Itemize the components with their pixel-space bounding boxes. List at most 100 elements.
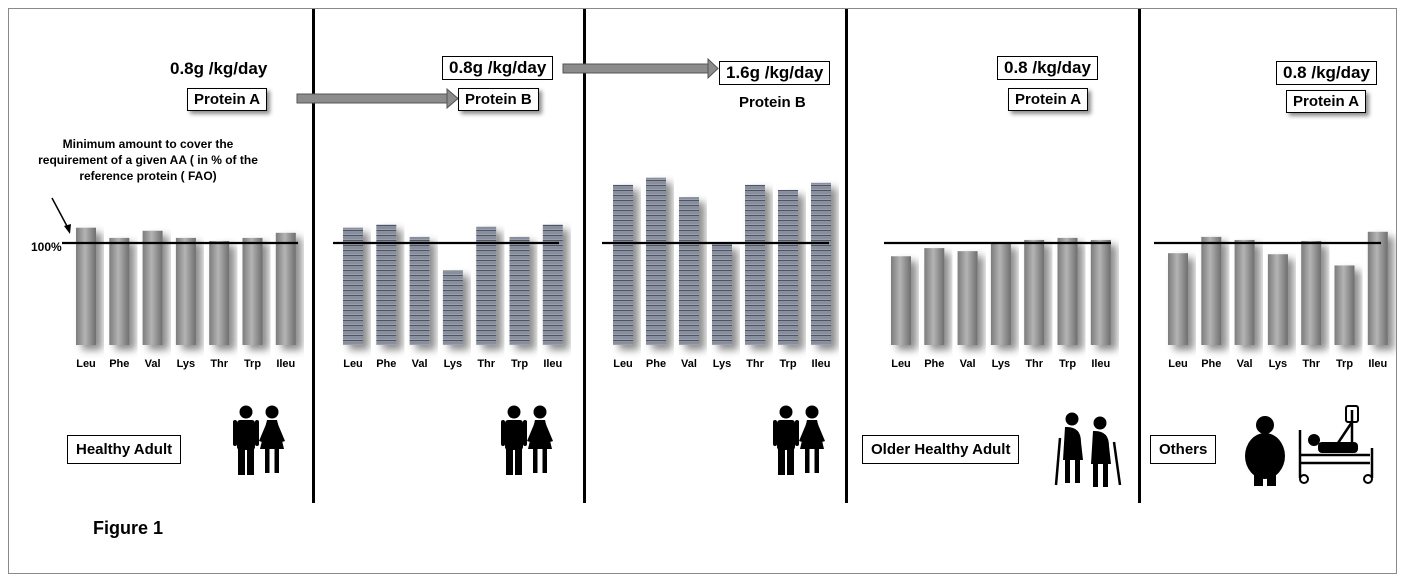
- bar-leu: [76, 227, 96, 345]
- protein-label: Protein B: [739, 94, 806, 111]
- tick-label: Phe: [924, 358, 944, 370]
- tick-label: Thr: [477, 358, 495, 370]
- tick-label: Thr: [1302, 358, 1320, 370]
- tick-label: Val: [145, 358, 161, 370]
- protein-label: Protein A: [1286, 90, 1367, 113]
- bar-lys: [990, 243, 1011, 345]
- tick-label: Val: [412, 358, 428, 370]
- bar-ileu: [1367, 231, 1388, 345]
- bar-trp: [509, 236, 530, 345]
- reference-label: 100%: [31, 240, 62, 254]
- tick-label: Trp: [779, 358, 796, 370]
- protein-label: Protein A: [1008, 88, 1089, 111]
- bar-leu: [343, 227, 363, 345]
- tick-label: Trp: [244, 358, 261, 370]
- dose-label: 1.6g /kg/day: [719, 61, 831, 85]
- bar-ileu: [811, 182, 831, 345]
- figure-label: Figure 1: [93, 518, 164, 538]
- dose-label: 0.8g /kg/day: [170, 59, 268, 78]
- tick-label: Leu: [76, 358, 96, 370]
- bar-phe: [376, 224, 397, 345]
- bar-leu: [891, 256, 911, 345]
- bar-thr: [476, 226, 497, 345]
- tick-label: Leu: [613, 358, 633, 370]
- tick-label: Ileu: [1091, 358, 1110, 370]
- man-and-woman-icon: [773, 405, 825, 475]
- bar-val: [1234, 239, 1255, 345]
- tick-label: Leu: [891, 358, 911, 370]
- tick-label: Trp: [1336, 358, 1353, 370]
- panel-divider: [845, 9, 848, 503]
- bar-val: [142, 230, 163, 345]
- patient-in-hospital-bed-icon: [1298, 405, 1374, 484]
- bar-thr: [209, 240, 230, 345]
- bar-trp: [778, 189, 798, 345]
- bar-ileu: [275, 232, 296, 345]
- dose-label: 0.8 /kg/day: [997, 56, 1098, 80]
- bar-trp: [1057, 237, 1078, 345]
- bar-ileu: [542, 224, 563, 345]
- tick-label: Trp: [511, 358, 528, 370]
- tick-label: Leu: [1168, 358, 1188, 370]
- group-label: Healthy Adult: [67, 435, 182, 464]
- bar-phe: [109, 237, 130, 345]
- bar-trp: [242, 237, 263, 345]
- tick-label: Lys: [444, 358, 463, 370]
- tick-label: Ileu: [276, 358, 295, 370]
- tick-label: Phe: [646, 358, 666, 370]
- bar-val: [409, 236, 430, 345]
- bar-lys: [712, 244, 732, 345]
- tick-label: Lys: [1269, 358, 1288, 370]
- group-label: Older Healthy Adult: [862, 435, 1020, 464]
- bar-lys: [442, 270, 463, 345]
- tick-label: Thr: [746, 358, 764, 370]
- figure-frame: [8, 8, 1397, 574]
- bar-val: [957, 251, 978, 345]
- tick-label: Phe: [1201, 358, 1221, 370]
- tick-label: Val: [960, 358, 976, 370]
- panel-divider: [312, 9, 315, 503]
- tick-label: Thr: [1025, 358, 1043, 370]
- elderly-couple-with-canes-icon: [1054, 412, 1122, 487]
- bar-lys: [175, 237, 196, 345]
- bar-thr: [745, 184, 765, 345]
- bar-leu: [613, 184, 633, 345]
- tick-label: Lys: [177, 358, 196, 370]
- flow-arrow: [296, 87, 459, 110]
- tick-label: Ileu: [543, 358, 562, 370]
- panel-divider: [1138, 9, 1141, 503]
- man-and-woman-icon: [501, 405, 553, 475]
- dose-label: 0.8g /kg/day: [442, 56, 554, 80]
- tick-label: Trp: [1059, 358, 1076, 370]
- bar-phe: [646, 177, 666, 345]
- bar-leu: [1168, 253, 1188, 345]
- tick-label: Phe: [376, 358, 396, 370]
- flow-arrow: [562, 57, 719, 80]
- bar-ileu: [1090, 239, 1111, 345]
- tick-label: Phe: [109, 358, 129, 370]
- protein-label: Protein A: [187, 88, 268, 111]
- group-label: Others: [1150, 435, 1217, 464]
- tick-label: Leu: [343, 358, 363, 370]
- tick-label: Lys: [992, 358, 1011, 370]
- panel-divider: [583, 9, 586, 503]
- tick-label: Val: [1237, 358, 1253, 370]
- bar-thr: [1301, 240, 1322, 345]
- bar-phe: [1201, 236, 1222, 345]
- annotation-pointer: [51, 197, 71, 234]
- dose-label: 0.8 /kg/day: [1276, 61, 1377, 85]
- bar-val: [679, 197, 699, 345]
- tick-label: Thr: [210, 358, 228, 370]
- bar-thr: [1024, 239, 1045, 345]
- tick-label: Ileu: [812, 358, 831, 370]
- protein-label: Protein B: [458, 88, 539, 111]
- bar-phe: [924, 248, 945, 345]
- tick-label: Lys: [713, 358, 732, 370]
- tick-label: Ileu: [1368, 358, 1387, 370]
- bar-trp: [1334, 265, 1355, 345]
- obese-person-icon: [1245, 416, 1285, 486]
- man-and-woman-icon: [233, 405, 285, 475]
- bar-lys: [1267, 254, 1288, 345]
